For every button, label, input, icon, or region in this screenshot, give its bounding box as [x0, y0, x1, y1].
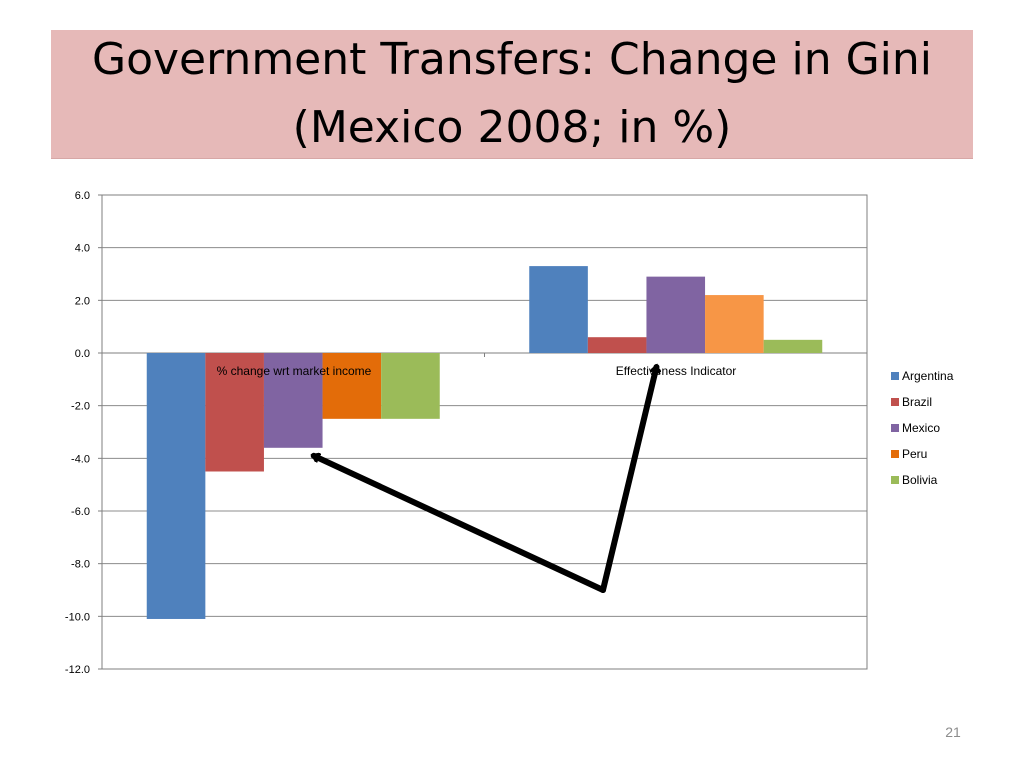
legend-label-mexico: Mexico — [902, 421, 940, 435]
legend-swatch-mexico — [891, 424, 899, 432]
y-tick-label: 2.0 — [75, 295, 90, 307]
y-tick-label: 0.0 — [75, 348, 90, 360]
arrow-to-mexico-market-income — [314, 456, 606, 593]
plot-area-frame — [101, 194, 868, 670]
legend-label-brazil: Brazil — [902, 395, 932, 409]
bar-bolivia-change-wrt-market-income — [381, 353, 440, 419]
bar-bolivia-effectiveness-indicator — [763, 339, 823, 353]
title-banner: Government Transfers: Change in Gini (Me… — [51, 30, 973, 159]
y-tick-label: -12.0 — [65, 664, 90, 676]
bar-argentina-effectiveness-indicator — [529, 266, 588, 353]
bar-argentina-change-wrt-market-income — [146, 353, 206, 619]
bar-peru-effectiveness-indicator — [705, 295, 764, 353]
bar-mexico-change-wrt-market-income — [263, 353, 323, 448]
bar-peru-change-wrt-market-income — [322, 353, 382, 419]
slide-title: Government Transfers: Change in Gini (Me… — [91, 34, 933, 153]
arrow-to-mexico-effectiveness — [600, 367, 656, 593]
x-category-label-effectiveness-indicator: Effectiveness Indicator — [616, 364, 737, 378]
page-number: 21 — [945, 724, 961, 740]
bar-brazil-effectiveness-indicator — [587, 337, 647, 353]
bar-mexico-effectiveness-indicator — [646, 276, 706, 353]
legend: Argentina Brazil Mexico Peru Bolivia — [891, 369, 954, 487]
bars — [146, 266, 823, 619]
y-tick-label: -2.0 — [71, 401, 90, 413]
legend-swatch-brazil — [891, 398, 899, 406]
y-tick-label: -8.0 — [71, 559, 90, 571]
bar-brazil-change-wrt-market-income — [205, 353, 264, 472]
y-tick-label: 4.0 — [75, 243, 90, 255]
category-labels: % change wrt market income Effectiveness … — [217, 364, 737, 378]
legend-label-peru: Peru — [902, 447, 927, 461]
y-tick-label: 6.0 — [75, 190, 90, 202]
x-category-label-change-wrt-market-income: % change wrt market income — [217, 364, 372, 378]
y-tick-label: -4.0 — [71, 453, 90, 465]
legend-swatch-argentina — [891, 372, 899, 380]
legend-label-bolivia: Bolivia — [902, 473, 938, 487]
annotation-arrows — [314, 367, 657, 593]
legend-label-argentina: Argentina — [902, 369, 954, 383]
legend-swatch-bolivia — [891, 476, 899, 484]
y-tick-label: -10.0 — [65, 611, 90, 623]
y-tick-label: -6.0 — [71, 506, 90, 518]
legend-swatch-peru — [891, 450, 899, 458]
